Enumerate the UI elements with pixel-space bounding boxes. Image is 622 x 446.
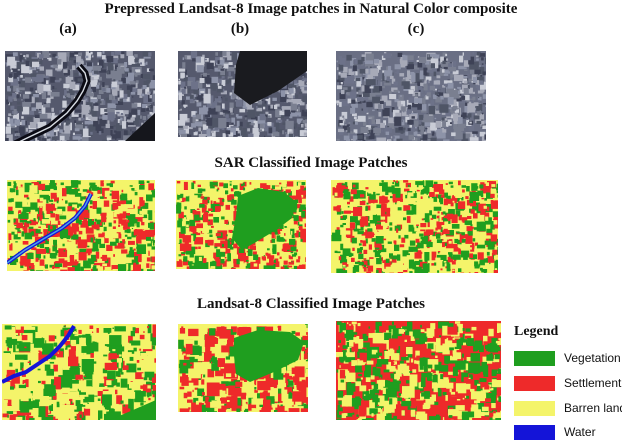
legend-label: Vegetation bbox=[564, 351, 621, 365]
settlement-swatch bbox=[514, 376, 555, 391]
natural-color-title: Prepressed Landsat-8 Image patches in Na… bbox=[104, 1, 518, 17]
natural-patch-c bbox=[336, 51, 486, 141]
sar-title: SAR Classified Image Patches bbox=[214, 155, 408, 171]
patch-label-a: (a) bbox=[59, 21, 77, 37]
patch-label-c: (c) bbox=[407, 21, 425, 37]
barren-land-swatch bbox=[514, 401, 555, 416]
natural-patch-a bbox=[5, 51, 155, 141]
legend-label: Water bbox=[564, 425, 596, 439]
patch-label-b: (b) bbox=[230, 21, 250, 37]
landsat-patch-b bbox=[178, 324, 308, 412]
vegetation-swatch bbox=[514, 351, 555, 366]
sar-patch-a bbox=[7, 180, 155, 271]
landsat-patch-c bbox=[336, 321, 501, 420]
landsat-title: Landsat-8 Classified Image Patches bbox=[197, 296, 425, 312]
landsat-patch-a bbox=[2, 324, 156, 420]
sar-patch-b bbox=[176, 180, 306, 269]
legend-label: Barren land bbox=[564, 401, 622, 415]
legend-title: Legend bbox=[514, 324, 559, 339]
water-swatch bbox=[514, 425, 555, 440]
sar-patch-c bbox=[331, 180, 498, 273]
natural-patch-b bbox=[178, 51, 307, 137]
legend-label: Settlement bbox=[564, 376, 622, 390]
